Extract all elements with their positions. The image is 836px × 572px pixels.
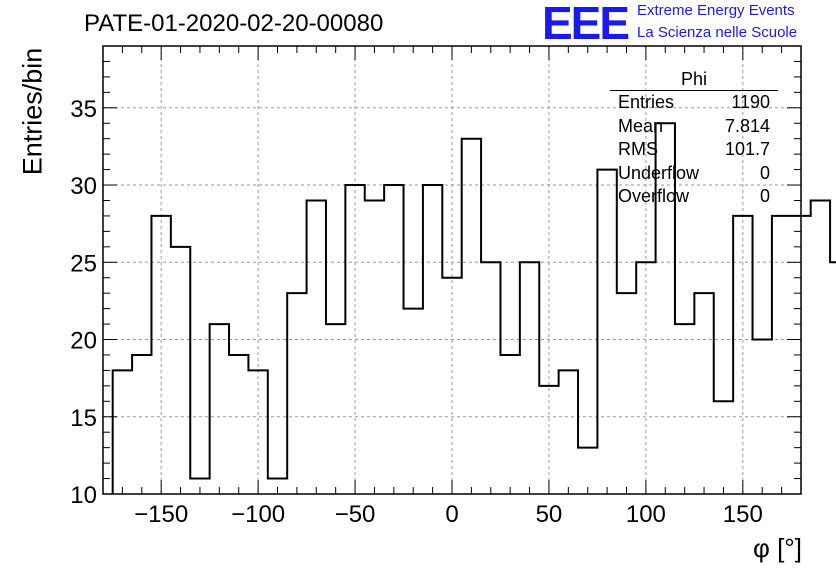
x-tick-label: 50	[536, 501, 563, 528]
stats-row: RMS 101.7	[610, 138, 778, 162]
x-tick-label: −50	[335, 501, 376, 528]
stats-value: 1190	[731, 92, 770, 112]
plot-frame	[102, 45, 802, 495]
y-tick-label: 15	[70, 405, 97, 432]
y-tick-label: 25	[70, 250, 97, 277]
stats-row: Mean 7.814	[610, 115, 778, 139]
logo-line1: Extreme Energy Events	[637, 2, 795, 19]
x-tick-label: 150	[723, 501, 763, 528]
x-tick-label: −100	[231, 501, 285, 528]
tick-labels: −150 −100 −50 0 50 100 150 10 15 20 25 30 35	[70, 96, 763, 528]
stats-row: Overflow 0	[610, 185, 778, 209]
stats-box: Phi Entries 1190 Mean 7.814 RMS 101.7 Under…	[610, 68, 778, 209]
stats-value: 101.7	[724, 139, 770, 159]
stats-value: 0	[759, 162, 770, 183]
y-axis-label: Entries/bin	[17, 47, 48, 176]
logo-line2: La Scienza nelle Scuole	[637, 24, 798, 41]
x-tick-label: −150	[134, 501, 188, 528]
x-tick-label: 100	[626, 501, 666, 528]
histogram-line	[111, 122, 836, 494]
stats-value: 7.814	[724, 115, 770, 136]
stats-label: Underflow	[618, 162, 700, 183]
y-tick-label: 35	[70, 96, 97, 123]
stats-label: Mean	[618, 115, 664, 136]
stats-label: Entries	[618, 92, 675, 112]
grid-lines	[103, 46, 801, 494]
x-axis-label: φ [°]	[753, 533, 802, 563]
stats-title: Phi	[610, 68, 778, 91]
y-tick-label: 30	[70, 173, 97, 200]
stats-label: RMS	[618, 139, 658, 159]
stats-value: 0	[759, 186, 770, 206]
stats-row: Entries 1190	[610, 91, 778, 115]
eee-logo: EEE	[542, 0, 630, 49]
x-tick-label: 0	[445, 501, 458, 528]
stats-label: Overflow	[618, 186, 690, 206]
chart-title: PATE-01-2020-02-20-00080	[84, 10, 384, 37]
y-tick-label: 20	[70, 328, 97, 355]
y-tick-label: 10	[70, 482, 97, 509]
stats-row: Underflow 0	[610, 162, 778, 186]
